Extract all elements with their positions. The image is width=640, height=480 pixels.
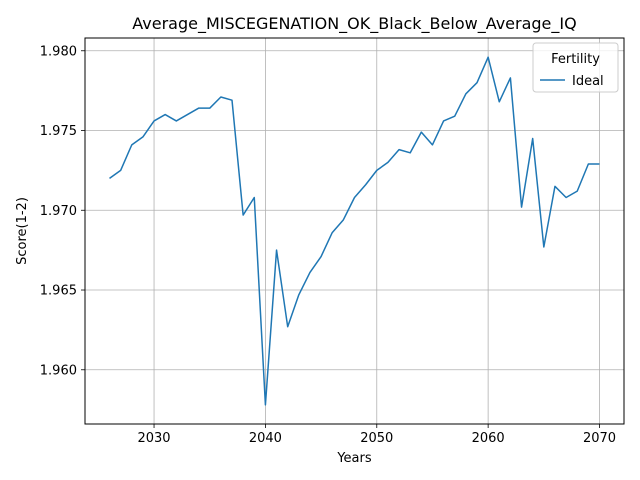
y-tick-label: 1.960 <box>40 363 77 378</box>
legend-label-ideal: Ideal <box>572 74 604 89</box>
x-tick-label: 2030 <box>137 431 170 446</box>
y-tick-label: 1.965 <box>40 284 77 299</box>
y-tick-label: 1.980 <box>40 44 77 59</box>
y-axis-ticks: 1.960 1.965 1.970 1.975 1.980 <box>40 44 85 378</box>
legend: Fertility Ideal <box>532 42 619 93</box>
y-axis-label: Score(1-2) <box>15 197 30 265</box>
x-axis-ticks: 2030 2040 2050 2060 2070 <box>137 424 616 446</box>
y-tick-label: 1.975 <box>40 124 77 139</box>
series-line-ideal <box>109 56 600 406</box>
y-tick-label: 1.970 <box>40 204 77 219</box>
legend-title: Fertility <box>551 52 600 67</box>
x-tick-label: 2040 <box>249 431 282 446</box>
x-axis-label: Years <box>336 451 372 466</box>
plot-frame <box>84 37 625 425</box>
x-tick-label: 2050 <box>360 431 393 446</box>
series-layer <box>109 56 600 406</box>
x-tick-label: 2070 <box>583 431 616 446</box>
chart-title: Average_MISCEGENATION_OK_Black_Below_Ave… <box>132 14 576 34</box>
x-tick-label: 2060 <box>472 431 505 446</box>
